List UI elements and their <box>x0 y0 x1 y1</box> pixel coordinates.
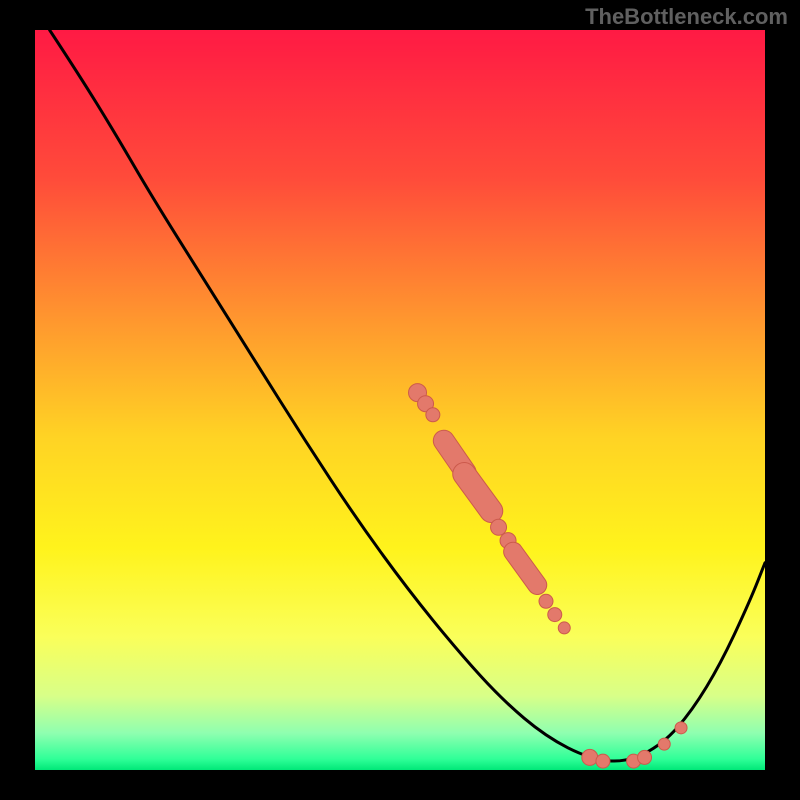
marker-point <box>638 750 652 764</box>
marker-point <box>539 594 553 608</box>
marker-point <box>596 754 610 768</box>
marker-point <box>582 749 598 765</box>
gradient-background <box>35 30 765 770</box>
marker-point <box>658 738 670 750</box>
marker-point <box>548 608 562 622</box>
marker-point <box>426 408 440 422</box>
plot-area <box>35 30 765 770</box>
chart-frame: TheBottleneck.com <box>0 0 800 800</box>
marker-point <box>491 519 507 535</box>
watermark-text: TheBottleneck.com <box>585 4 788 30</box>
marker-point <box>675 722 687 734</box>
marker-point <box>558 622 570 634</box>
